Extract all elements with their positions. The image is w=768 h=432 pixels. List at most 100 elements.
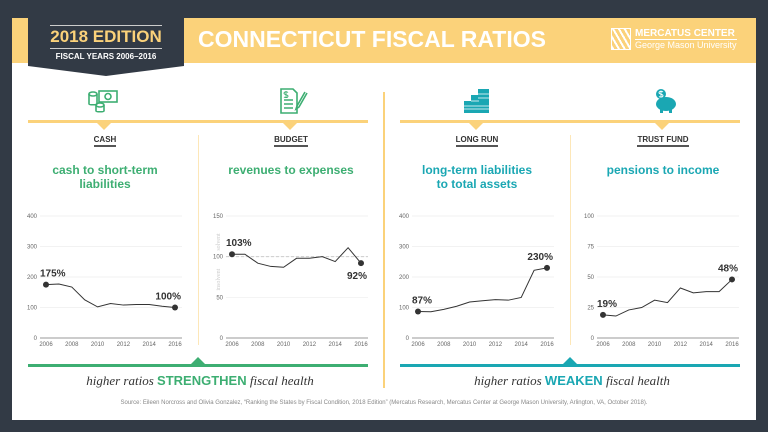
insolvent-label: insolvent <box>216 268 222 290</box>
x-tick-label: 2010 <box>463 342 477 348</box>
buildings-icon <box>464 89 489 113</box>
end-point <box>729 276 735 283</box>
y-tick-label: 0 <box>591 336 595 342</box>
start-value-label: 103% <box>226 238 252 249</box>
y-tick-label: 200 <box>27 275 38 281</box>
panel-divider <box>570 135 571 345</box>
weaken-note: higher ratios WEAKEN fiscal health <box>474 373 670 388</box>
category-cash: CASH <box>45 135 165 147</box>
panel-divider <box>198 135 199 345</box>
y-tick-label: 75 <box>587 245 594 251</box>
pointer <box>562 357 578 365</box>
pointer <box>655 123 669 130</box>
x-tick-label: 2008 <box>251 342 265 348</box>
x-tick-label: 2012 <box>303 342 317 348</box>
page-title: CONNECTICUT FISCAL RATIOS <box>198 26 546 52</box>
chart-budget: 0 50 100 150 2006 2008 2010 2012 2014 2016 solvent… <box>213 214 368 348</box>
end-value-label: 48% <box>718 263 738 274</box>
x-tick-label: 2006 <box>411 342 425 348</box>
x-tick-label: 2008 <box>622 342 636 348</box>
chart-long-run: 0 100 200 300 400 2006 2008 2010 2012 2014 2016 87%… <box>399 214 554 348</box>
x-tick-label: 2012 <box>117 342 131 348</box>
category-long-run: LONG RUN <box>417 135 537 147</box>
end-point <box>172 304 178 311</box>
end-value-label: 92% <box>347 271 367 282</box>
piggy-bank-icon <box>656 89 676 113</box>
fiscal-years: FISCAL YEARS 2006–2016 <box>55 52 157 61</box>
budget-document-icon <box>280 88 308 114</box>
pointer <box>190 357 206 365</box>
chart-cash: 0 100 200 300 400 2006 2008 2010 2012 2014 2016 175… <box>27 214 182 348</box>
ratio-cash: cash to short-term liabilities <box>52 163 158 191</box>
series-line <box>417 267 548 313</box>
end-value-label: 230% <box>527 252 553 263</box>
start-point <box>43 281 49 288</box>
y-tick-label: 400 <box>27 214 38 220</box>
y-tick-label: 100 <box>399 306 410 312</box>
logo-line2: George Mason University <box>635 40 737 50</box>
y-tick-label: 300 <box>27 245 38 251</box>
y-tick-label: 50 <box>216 295 223 301</box>
y-tick-label: 50 <box>587 275 594 281</box>
y-tick-label: 100 <box>213 255 224 261</box>
x-tick-label: 2016 <box>354 342 368 348</box>
pointer <box>469 123 483 130</box>
start-point <box>600 311 606 318</box>
logo-mark-icon <box>611 28 631 50</box>
x-tick-label: 2016 <box>725 342 739 348</box>
x-tick-label: 2012 <box>489 342 503 348</box>
x-tick-label: 2014 <box>515 342 529 348</box>
start-value-label: 19% <box>597 299 617 310</box>
y-tick-label: 300 <box>399 245 410 251</box>
x-tick-label: 2010 <box>277 342 291 348</box>
edition-title: 2018 EDITION <box>50 25 162 49</box>
y-tick-label: 0 <box>34 336 38 342</box>
end-value-label: 100% <box>155 292 181 303</box>
divider-left <box>28 120 368 123</box>
x-tick-label: 2006 <box>596 342 610 348</box>
strengthen-note: higher ratios STRENGTHEN fiscal health <box>86 373 314 388</box>
ratio-long-run: long-term liabilities to total assets <box>421 163 532 191</box>
weaken-bar <box>400 364 740 367</box>
ratio-trust-fund: pensions to income <box>606 163 720 177</box>
x-tick-label: 2014 <box>143 342 157 348</box>
pointer <box>283 123 297 130</box>
cash-icon <box>88 90 118 113</box>
x-tick-label: 2016 <box>168 342 182 348</box>
y-tick-label: 100 <box>27 306 38 312</box>
solvent-label: solvent <box>216 233 222 251</box>
mercatus-logo: MERCATUS CENTER George Mason University <box>611 28 737 50</box>
y-tick-label: 25 <box>587 306 594 312</box>
divider-right <box>400 120 740 123</box>
y-tick-label: 150 <box>213 214 224 220</box>
series-line <box>602 279 733 317</box>
ratio-budget: revenues to expenses <box>228 163 354 177</box>
series-line <box>232 246 362 268</box>
x-tick-label: 2010 <box>91 342 105 348</box>
y-tick-label: 0 <box>406 336 410 342</box>
x-tick-label: 2006 <box>39 342 53 348</box>
category-trust-fund: TRUST FUND <box>603 135 723 147</box>
strengthen-bar <box>28 364 368 367</box>
start-value-label: 87% <box>412 295 432 306</box>
x-tick-label: 2008 <box>65 342 79 348</box>
series-line <box>45 283 176 308</box>
end-point <box>358 260 364 267</box>
y-tick-label: 400 <box>399 214 410 220</box>
start-value-label: 175% <box>40 269 66 280</box>
x-tick-label: 2010 <box>648 342 662 348</box>
logo-line1: MERCATUS CENTER <box>635 28 737 40</box>
chart-trust-fund: 0 25 50 75 100 2006 2008 2010 2012 2014 2016 19% 48% <box>584 214 739 348</box>
x-tick-label: 2012 <box>674 342 688 348</box>
x-tick-label: 2014 <box>700 342 714 348</box>
start-point <box>229 251 235 258</box>
x-tick-label: 2016 <box>540 342 554 348</box>
source-note: Source: Eileen Norcross and Olivia Gonza… <box>120 400 648 406</box>
center-divider <box>383 92 385 388</box>
y-tick-label: 100 <box>584 214 595 220</box>
category-budget: BUDGET <box>231 135 351 147</box>
x-tick-label: 2008 <box>437 342 451 348</box>
x-tick-label: 2006 <box>225 342 239 348</box>
edition-badge: 2018 EDITION FISCAL YEARS 2006–2016 <box>28 18 184 76</box>
y-tick-label: 0 <box>220 336 224 342</box>
